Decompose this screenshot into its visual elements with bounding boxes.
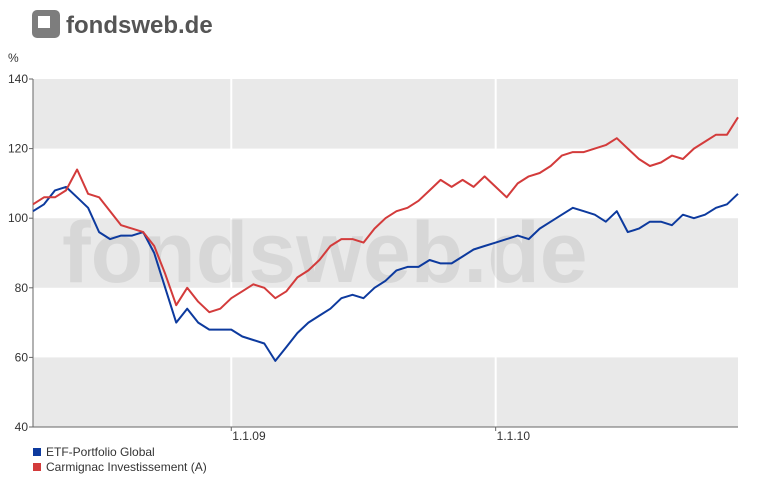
legend-label: ETF-Portfolio Global <box>46 445 155 459</box>
plot-area <box>33 79 738 427</box>
legend-label: Carmignac Investissement (A) <box>46 460 207 474</box>
y-axis-label: % <box>8 51 19 65</box>
logo: fondsweb.de <box>66 12 213 39</box>
grid-band <box>33 357 738 427</box>
y-tick-label: 100 <box>8 211 28 225</box>
legend-swatch <box>33 463 41 471</box>
legend-swatch <box>33 448 41 456</box>
y-tick-label: 120 <box>8 142 28 156</box>
y-tick-label: 80 <box>15 281 29 295</box>
grid-band <box>33 79 738 149</box>
series-line <box>32 185 739 362</box>
grid-band <box>33 218 738 288</box>
y-tick-label: 40 <box>15 420 29 434</box>
series-line <box>32 116 739 314</box>
x-tick-label: 1.1.09 <box>232 429 266 443</box>
x-tick-label: 1.1.10 <box>497 429 531 443</box>
y-tick-label: 140 <box>8 72 28 86</box>
y-tick-label: 60 <box>15 350 29 364</box>
logo-icon-inner <box>38 16 50 28</box>
